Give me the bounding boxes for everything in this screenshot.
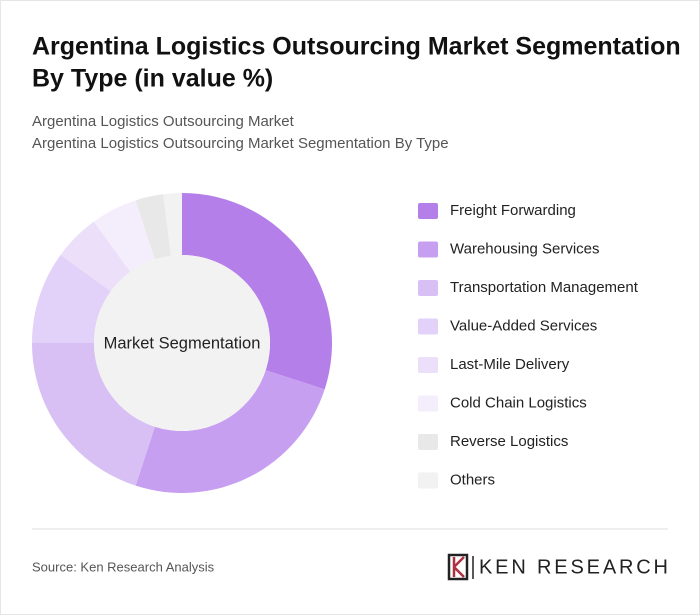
donut-segment [135,370,325,493]
donut-segment [32,254,111,343]
legend-label: Last-Mile Delivery [450,356,570,373]
legend-swatch [418,241,438,258]
chart-title: By Type (in value %) [32,65,273,93]
chart-title: Argentina Logistics Outsourcing Market S… [32,33,681,61]
donut-hole [94,255,270,431]
legend: Freight Forwarding Warehousing Services Tr… [418,202,639,489]
center-label: Market Segmentation [104,334,261,352]
legend-label: Cold Chain Logistics [450,394,587,411]
donut-segment [135,194,171,260]
brand: KEN RESEARCH [479,556,668,578]
subtitle: Argentina Logistics Outsourcing Market [32,113,295,130]
legend-swatch [418,280,438,296]
donut [32,193,332,493]
logo-icon [447,553,469,581]
donut-segment [32,343,155,486]
subtitle: Argentina Logistics Outsourcing Market S… [32,135,449,152]
legend-label: Transportation Management [450,279,639,296]
donut-segment [182,193,332,390]
legend-label: Value-Added Services [450,317,597,334]
legend-swatch [418,318,438,335]
legend-swatch [418,434,438,450]
donut-segment [163,193,182,256]
logo-icon [452,556,465,578]
legend-swatch [418,472,438,489]
legend-swatch [418,357,438,373]
legend-label: Reverse Logistics [450,433,568,450]
source: Source: Ken Research Analysis [32,559,215,574]
legend-label: Freight Forwarding [450,202,576,219]
legend-swatch [418,395,438,412]
donut-segment [93,200,155,272]
legend-label: Warehousing Services [450,240,600,257]
legend-label: Others [450,471,495,488]
donut-segment [60,221,131,292]
legend-swatch [418,203,438,219]
